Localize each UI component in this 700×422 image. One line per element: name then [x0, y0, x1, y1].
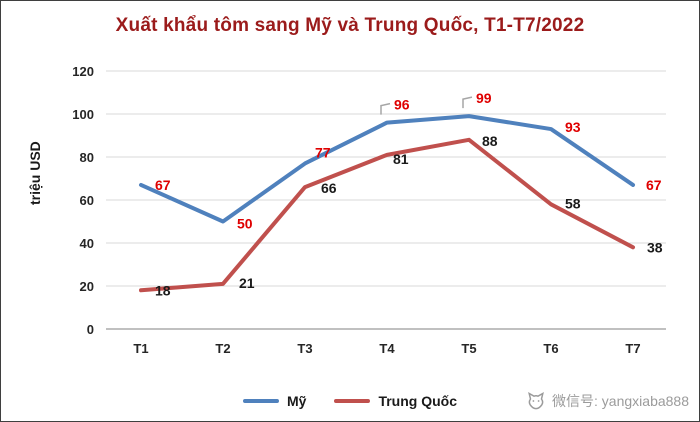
legend-item-my[interactable]: Mỹ — [242, 393, 307, 409]
y-tick-label: 60 — [80, 193, 94, 208]
y-tick-label: 120 — [72, 64, 94, 79]
x-tick-label: T4 — [379, 341, 395, 356]
label-callout — [380, 102, 391, 115]
y-tick-label: 0 — [87, 322, 94, 337]
x-tick-label: T2 — [215, 341, 230, 356]
data-label: 50 — [237, 216, 253, 232]
data-label: 66 — [321, 180, 337, 196]
data-label: 21 — [239, 275, 255, 291]
y-tick-label: 20 — [80, 279, 94, 294]
data-label: 99 — [476, 90, 492, 106]
legend-label-trung-quoc: Trung Quốc — [378, 393, 458, 409]
data-label: 77 — [315, 144, 331, 160]
legend-item-trung-quoc[interactable]: Trung Quốc — [334, 393, 457, 409]
data-label: 81 — [393, 151, 409, 167]
data-label: 38 — [647, 239, 663, 255]
label-callout — [462, 96, 473, 109]
legend: Mỹ Trung Quốc — [242, 393, 457, 409]
watermark-text: 微信号: yangxiaba888 — [552, 393, 689, 409]
data-label: 58 — [565, 195, 581, 211]
data-label: 88 — [482, 133, 498, 149]
y-tick-label: 40 — [80, 236, 94, 251]
legend-swatch-my — [242, 399, 279, 403]
legend-label-my: Mỹ — [286, 393, 307, 409]
data-label: 96 — [394, 97, 410, 113]
series-line-0[interactable] — [139, 114, 635, 224]
x-tick-label: T7 — [625, 341, 640, 356]
x-tick-label: T1 — [133, 341, 148, 356]
x-tick-label: T5 — [461, 341, 476, 356]
x-tick-label: T3 — [297, 341, 312, 356]
series-line-1[interactable] — [139, 137, 635, 293]
data-label: 67 — [155, 177, 171, 193]
legend-swatch-trung-quoc — [334, 399, 371, 403]
data-label: 93 — [565, 119, 581, 135]
cat-logo-icon — [528, 392, 544, 410]
data-label: 67 — [646, 177, 662, 193]
x-tick-label: T6 — [543, 341, 558, 356]
y-tick-label: 80 — [80, 150, 94, 165]
chart-title: Xuất khẩu tôm sang Mỹ và Trung Quốc, T1-… — [115, 15, 585, 36]
data-label: 18 — [155, 282, 171, 298]
watermark: 微信号: yangxiaba888 — [526, 391, 689, 411]
y-tick-label: 100 — [72, 107, 94, 122]
